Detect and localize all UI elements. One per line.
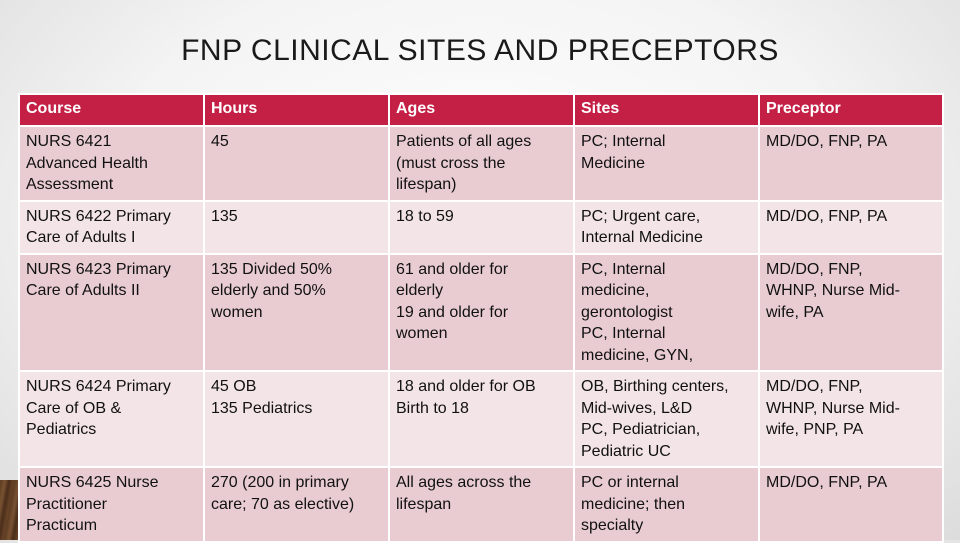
cell-preceptor: MD/DO, FNP, PA: [758, 125, 944, 202]
cell-course: NURS 6421 Advanced Health Assessment: [18, 125, 205, 202]
slide-title: FNP CLINICAL SITES AND PRECEPTORS: [181, 34, 779, 67]
table-row: NURS 6423 Primary Care of Adults II 135 …: [18, 252, 944, 372]
cell-ages: 61 and older for elderly 19 and older fo…: [388, 252, 575, 372]
cell-course: NURS 6423 Primary Care of Adults II: [18, 252, 205, 372]
cell-sites: OB, Birthing centers, Mid-wives, L&D PC,…: [573, 370, 760, 468]
table-row: NURS 6422 Primary Care of Adults I 135 1…: [18, 199, 944, 255]
table-header-row: Course Hours Ages Sites Preceptor: [18, 93, 944, 127]
cell-hours: 45: [203, 125, 390, 202]
clinical-sites-table: Course Hours Ages Sites Preceptor NURS 6…: [18, 93, 944, 543]
table-row: NURS 6425 Nurse Practitioner Practicum 2…: [18, 466, 944, 543]
cell-ages: Patients of all ages (must cross the lif…: [388, 125, 575, 202]
cell-preceptor: MD/DO, FNP, WHNP, Nurse Mid- wife, PA: [758, 252, 944, 372]
header-sites: Sites: [573, 93, 760, 127]
header-preceptor: Preceptor: [758, 93, 944, 127]
table-row: NURS 6421 Advanced Health Assessment 45 …: [18, 125, 944, 202]
header-course: Course: [18, 93, 205, 127]
cell-hours: 135 Divided 50% elderly and 50% women: [203, 252, 390, 372]
cell-course: NURS 6422 Primary Care of Adults I: [18, 199, 205, 255]
cell-ages: 18 to 59: [388, 199, 575, 255]
cell-ages: 18 and older for OB Birth to 18: [388, 370, 575, 468]
cell-hours: 270 (200 in primary care; 70 as elective…: [203, 466, 390, 543]
cell-hours: 135: [203, 199, 390, 255]
cell-ages: All ages across the lifespan: [388, 466, 575, 543]
cell-preceptor: MD/DO, FNP, PA: [758, 199, 944, 255]
table-row: NURS 6424 Primary Care of OB & Pediatric…: [18, 370, 944, 468]
cell-preceptor: MD/DO, FNP, PA: [758, 466, 944, 543]
cell-sites: PC; Urgent care, Internal Medicine: [573, 199, 760, 255]
cell-hours: 45 OB 135 Pediatrics: [203, 370, 390, 468]
cell-sites: PC; Internal Medicine: [573, 125, 760, 202]
header-ages: Ages: [388, 93, 575, 127]
cell-course: NURS 6424 Primary Care of OB & Pediatric…: [18, 370, 205, 468]
cell-preceptor: MD/DO, FNP, WHNP, Nurse Mid- wife, PNP, …: [758, 370, 944, 468]
cell-course: NURS 6425 Nurse Practitioner Practicum: [18, 466, 205, 543]
cell-sites: PC or internal medicine; then specialty: [573, 466, 760, 543]
header-hours: Hours: [203, 93, 390, 127]
cell-sites: PC, Internal medicine, gerontologist PC,…: [573, 252, 760, 372]
